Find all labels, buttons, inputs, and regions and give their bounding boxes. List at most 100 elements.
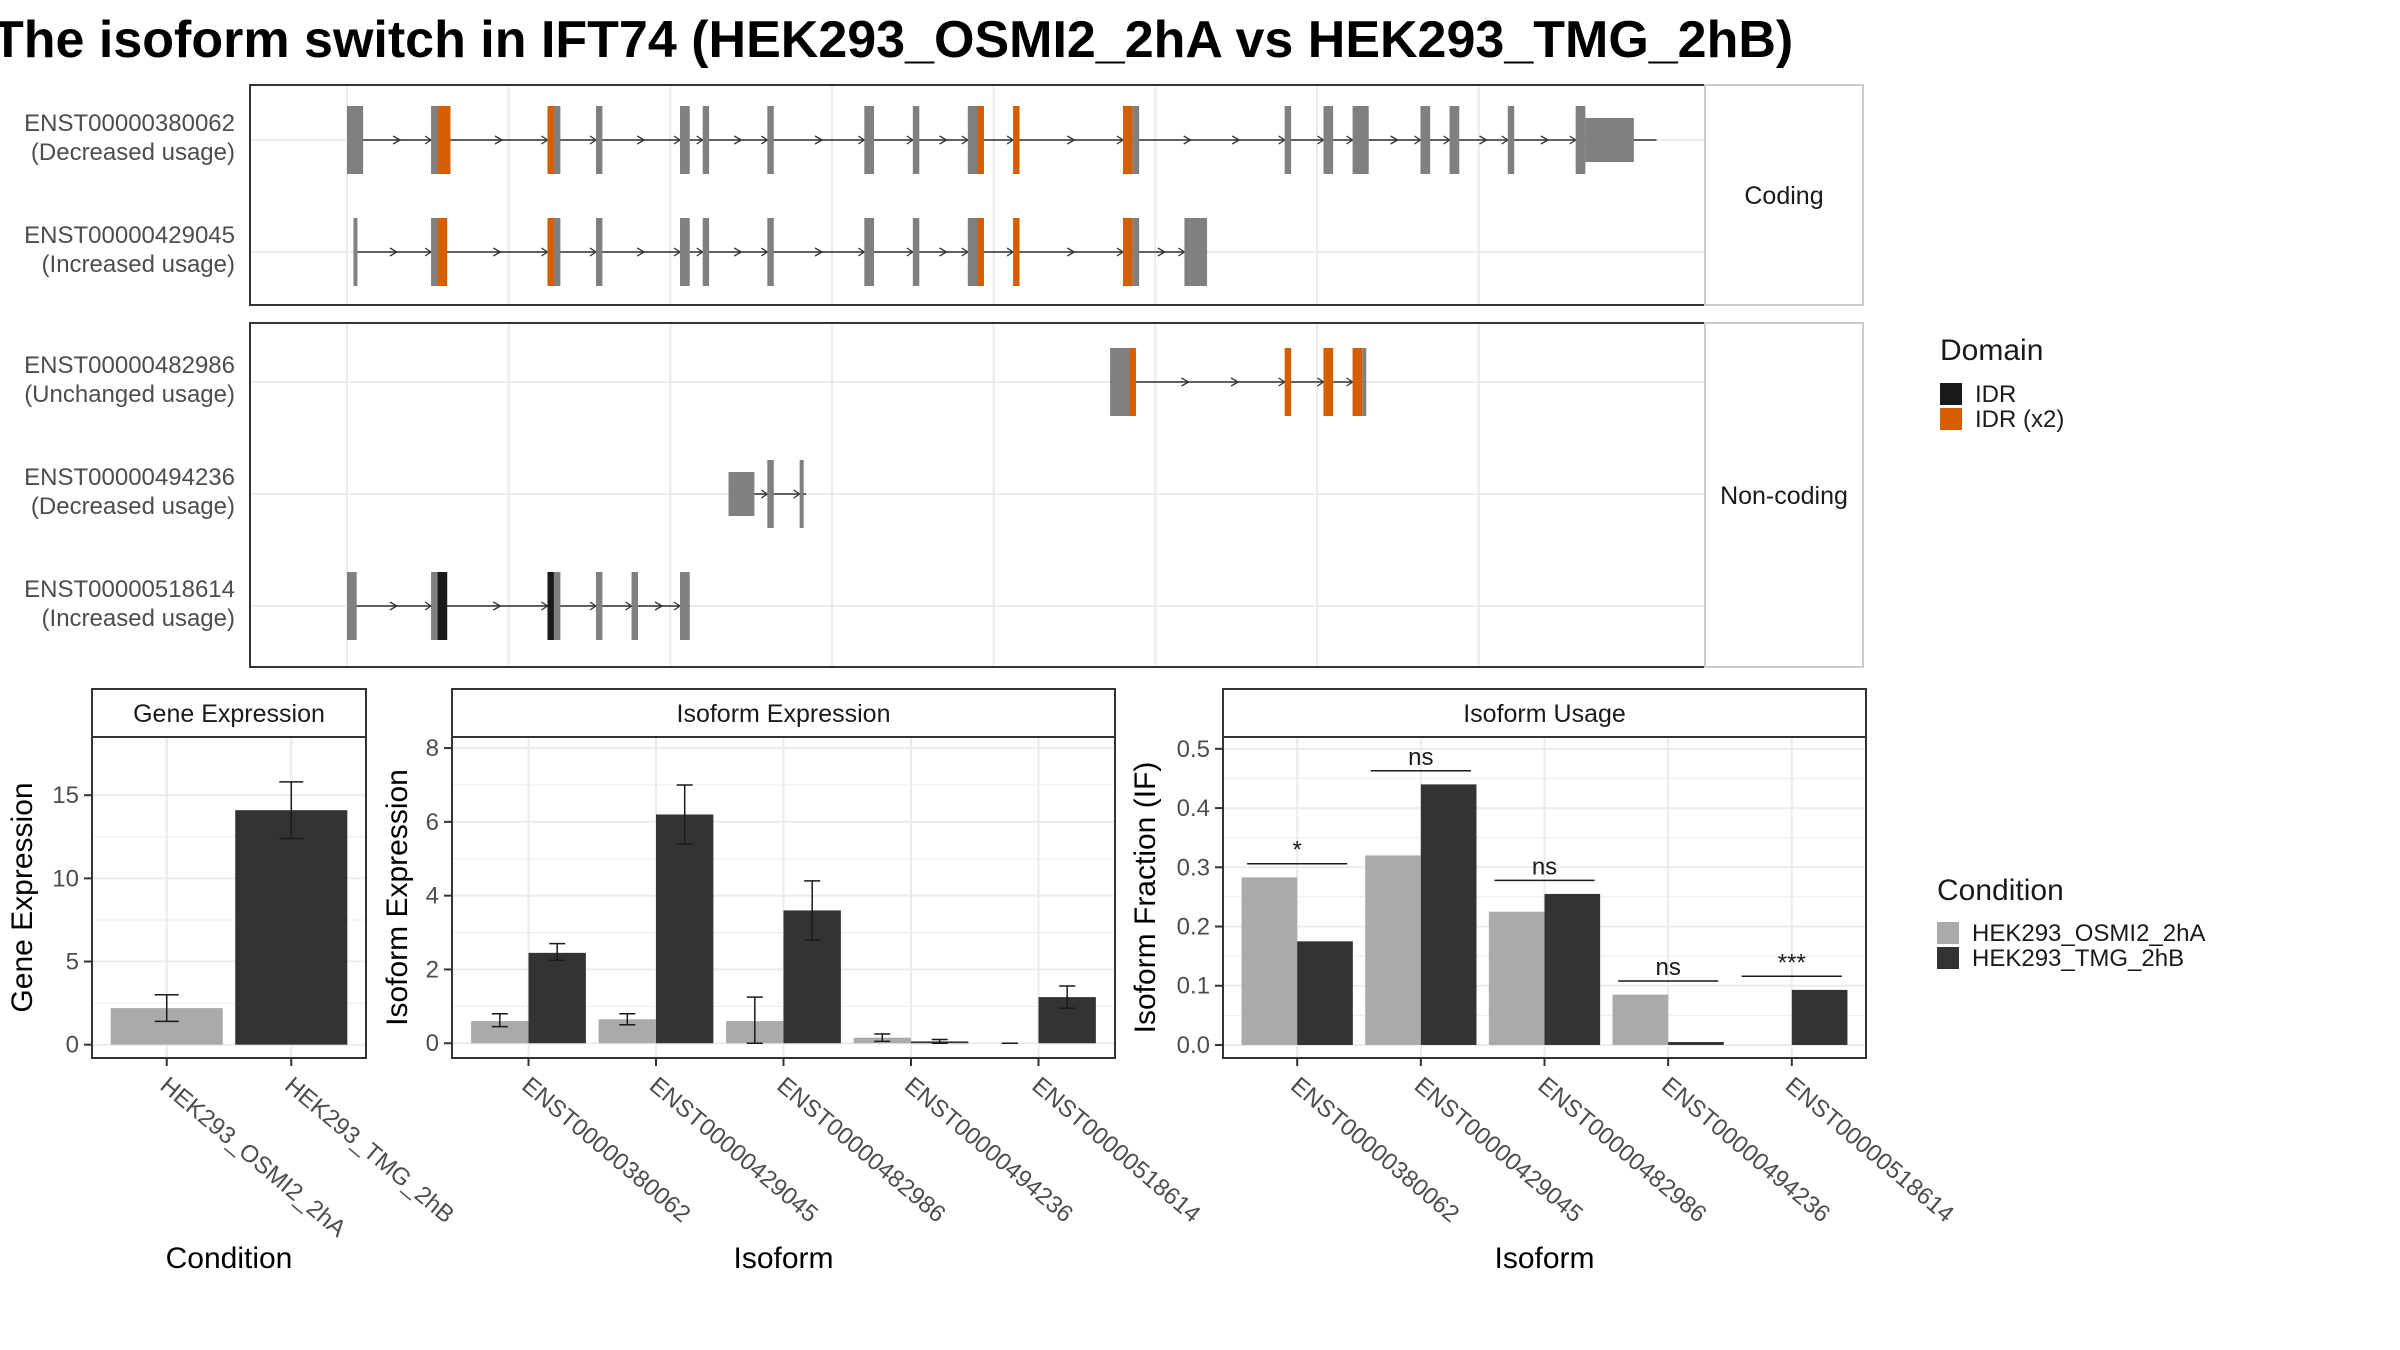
direction-arrow	[636, 135, 646, 145]
y-tick-label: 0.5	[1177, 736, 1210, 763]
direction-arrow	[673, 601, 682, 611]
transcript-usage: (Decreased usage)	[31, 493, 235, 520]
transcript-track: ENST00000380062(Decreased usage)	[24, 106, 1657, 174]
direction-arrow	[389, 247, 399, 257]
bar	[1420, 784, 1477, 1045]
exon-block	[1132, 106, 1140, 174]
direction-arrow	[1066, 247, 1076, 257]
exon-block	[431, 218, 438, 286]
facet-label: Coding	[1744, 182, 1823, 210]
exon-block	[547, 572, 554, 640]
direction-arrow	[1178, 247, 1186, 257]
y-tick-label: 0.4	[1177, 795, 1210, 822]
exon-block	[1420, 106, 1431, 174]
significance-label: ***	[1778, 949, 1806, 976]
exon-block	[1323, 106, 1334, 174]
direction-arrow	[939, 135, 948, 145]
exon-block	[595, 218, 603, 286]
exon-block	[1507, 106, 1515, 174]
exon-block	[864, 106, 875, 174]
transcript-track: ENST00000482986(Unchanged usage)	[24, 348, 1367, 416]
facet-strip	[1704, 84, 1864, 306]
direction-arrow	[1157, 247, 1167, 257]
transcript-id: ENST00000518614	[24, 576, 235, 603]
direction-arrow	[493, 601, 502, 611]
direction-arrow	[1540, 135, 1550, 145]
exon-block	[431, 572, 438, 640]
bar	[1488, 911, 1545, 1045]
exon-block	[1352, 348, 1363, 416]
exon-block	[437, 218, 448, 286]
direction-arrow	[906, 247, 915, 257]
significance-label: *	[1293, 837, 1302, 864]
exon-block	[680, 218, 690, 286]
x-axis-title: Condition	[166, 1242, 293, 1275]
exon-block	[1110, 348, 1130, 416]
exon-block	[977, 218, 984, 286]
legend-key	[1940, 383, 1962, 405]
direction-arrow	[857, 135, 866, 145]
direction-arrow	[733, 247, 743, 257]
exon-block	[767, 218, 774, 286]
exon-block	[547, 106, 554, 174]
direction-arrow	[760, 135, 769, 145]
exon-block	[553, 106, 561, 174]
direction-arrow	[1390, 135, 1399, 145]
facet-label: Non-coding	[1720, 482, 1848, 510]
transcript-panel: Non-coding ENST00000482986(Unchanged usag…	[24, 322, 1864, 668]
y-tick-label: 10	[52, 865, 79, 892]
direction-arrow	[760, 247, 769, 257]
direction-arrow	[636, 247, 646, 257]
y-tick-label: 8	[426, 735, 439, 762]
legend-title: Domain	[1940, 334, 2043, 367]
transcript-id: ENST00000429045	[24, 222, 235, 249]
direction-arrow	[493, 247, 502, 257]
figure-title: The isoform switch in IFT74 (HEK293_OSMI…	[0, 11, 1793, 69]
exon-block	[702, 218, 710, 286]
direction-arrow	[760, 489, 769, 499]
exon-block	[547, 218, 554, 286]
direction-arrow	[494, 135, 504, 145]
y-tick-label: 15	[52, 782, 79, 809]
exon-block	[1190, 218, 1208, 286]
exon-block	[431, 106, 438, 174]
direction-arrow	[1181, 377, 1190, 387]
direction-arrow	[654, 601, 664, 611]
bar-chart-panel: Isoform Expression02468ENST00000380062EN…	[381, 688, 1206, 1275]
bar	[1668, 1042, 1724, 1045]
direction-arrow	[1230, 377, 1240, 387]
direction-arrow	[733, 135, 743, 145]
significance-label: ns	[1408, 744, 1433, 771]
direction-arrow	[939, 247, 948, 257]
bar	[528, 952, 586, 1044]
bar	[1297, 941, 1353, 1045]
direction-arrow	[1066, 135, 1076, 145]
direction-arrow	[1479, 135, 1488, 145]
exon-block	[702, 106, 710, 174]
transcript-track: ENST00000429045(Increased usage)	[24, 218, 1208, 286]
exon-block	[1184, 218, 1191, 286]
direction-arrow	[1183, 135, 1192, 145]
exon-block	[967, 106, 978, 174]
exon-block	[437, 106, 451, 174]
direction-arrow	[1231, 135, 1241, 145]
exon-block	[912, 106, 920, 174]
direction-arrow	[814, 135, 824, 145]
exon-block	[553, 218, 561, 286]
exon-block	[1013, 218, 1020, 286]
exon-block	[1352, 106, 1369, 174]
panel-title: Isoform Expression	[677, 700, 891, 728]
y-axis-title: Isoform Fraction (IF)	[1129, 762, 1162, 1034]
exon-block	[353, 218, 358, 286]
legend-title: Condition	[1937, 874, 2064, 907]
y-tick-label: 2	[426, 956, 439, 983]
direction-arrow	[857, 247, 866, 257]
legend-key	[1940, 408, 1962, 430]
exon-block	[1284, 106, 1292, 174]
facet-strip	[1704, 322, 1864, 668]
transcript-usage: (Decreased usage)	[31, 139, 235, 166]
bar	[1241, 877, 1298, 1045]
y-tick-label: 0	[426, 1030, 439, 1057]
legend-key	[1937, 922, 1959, 944]
